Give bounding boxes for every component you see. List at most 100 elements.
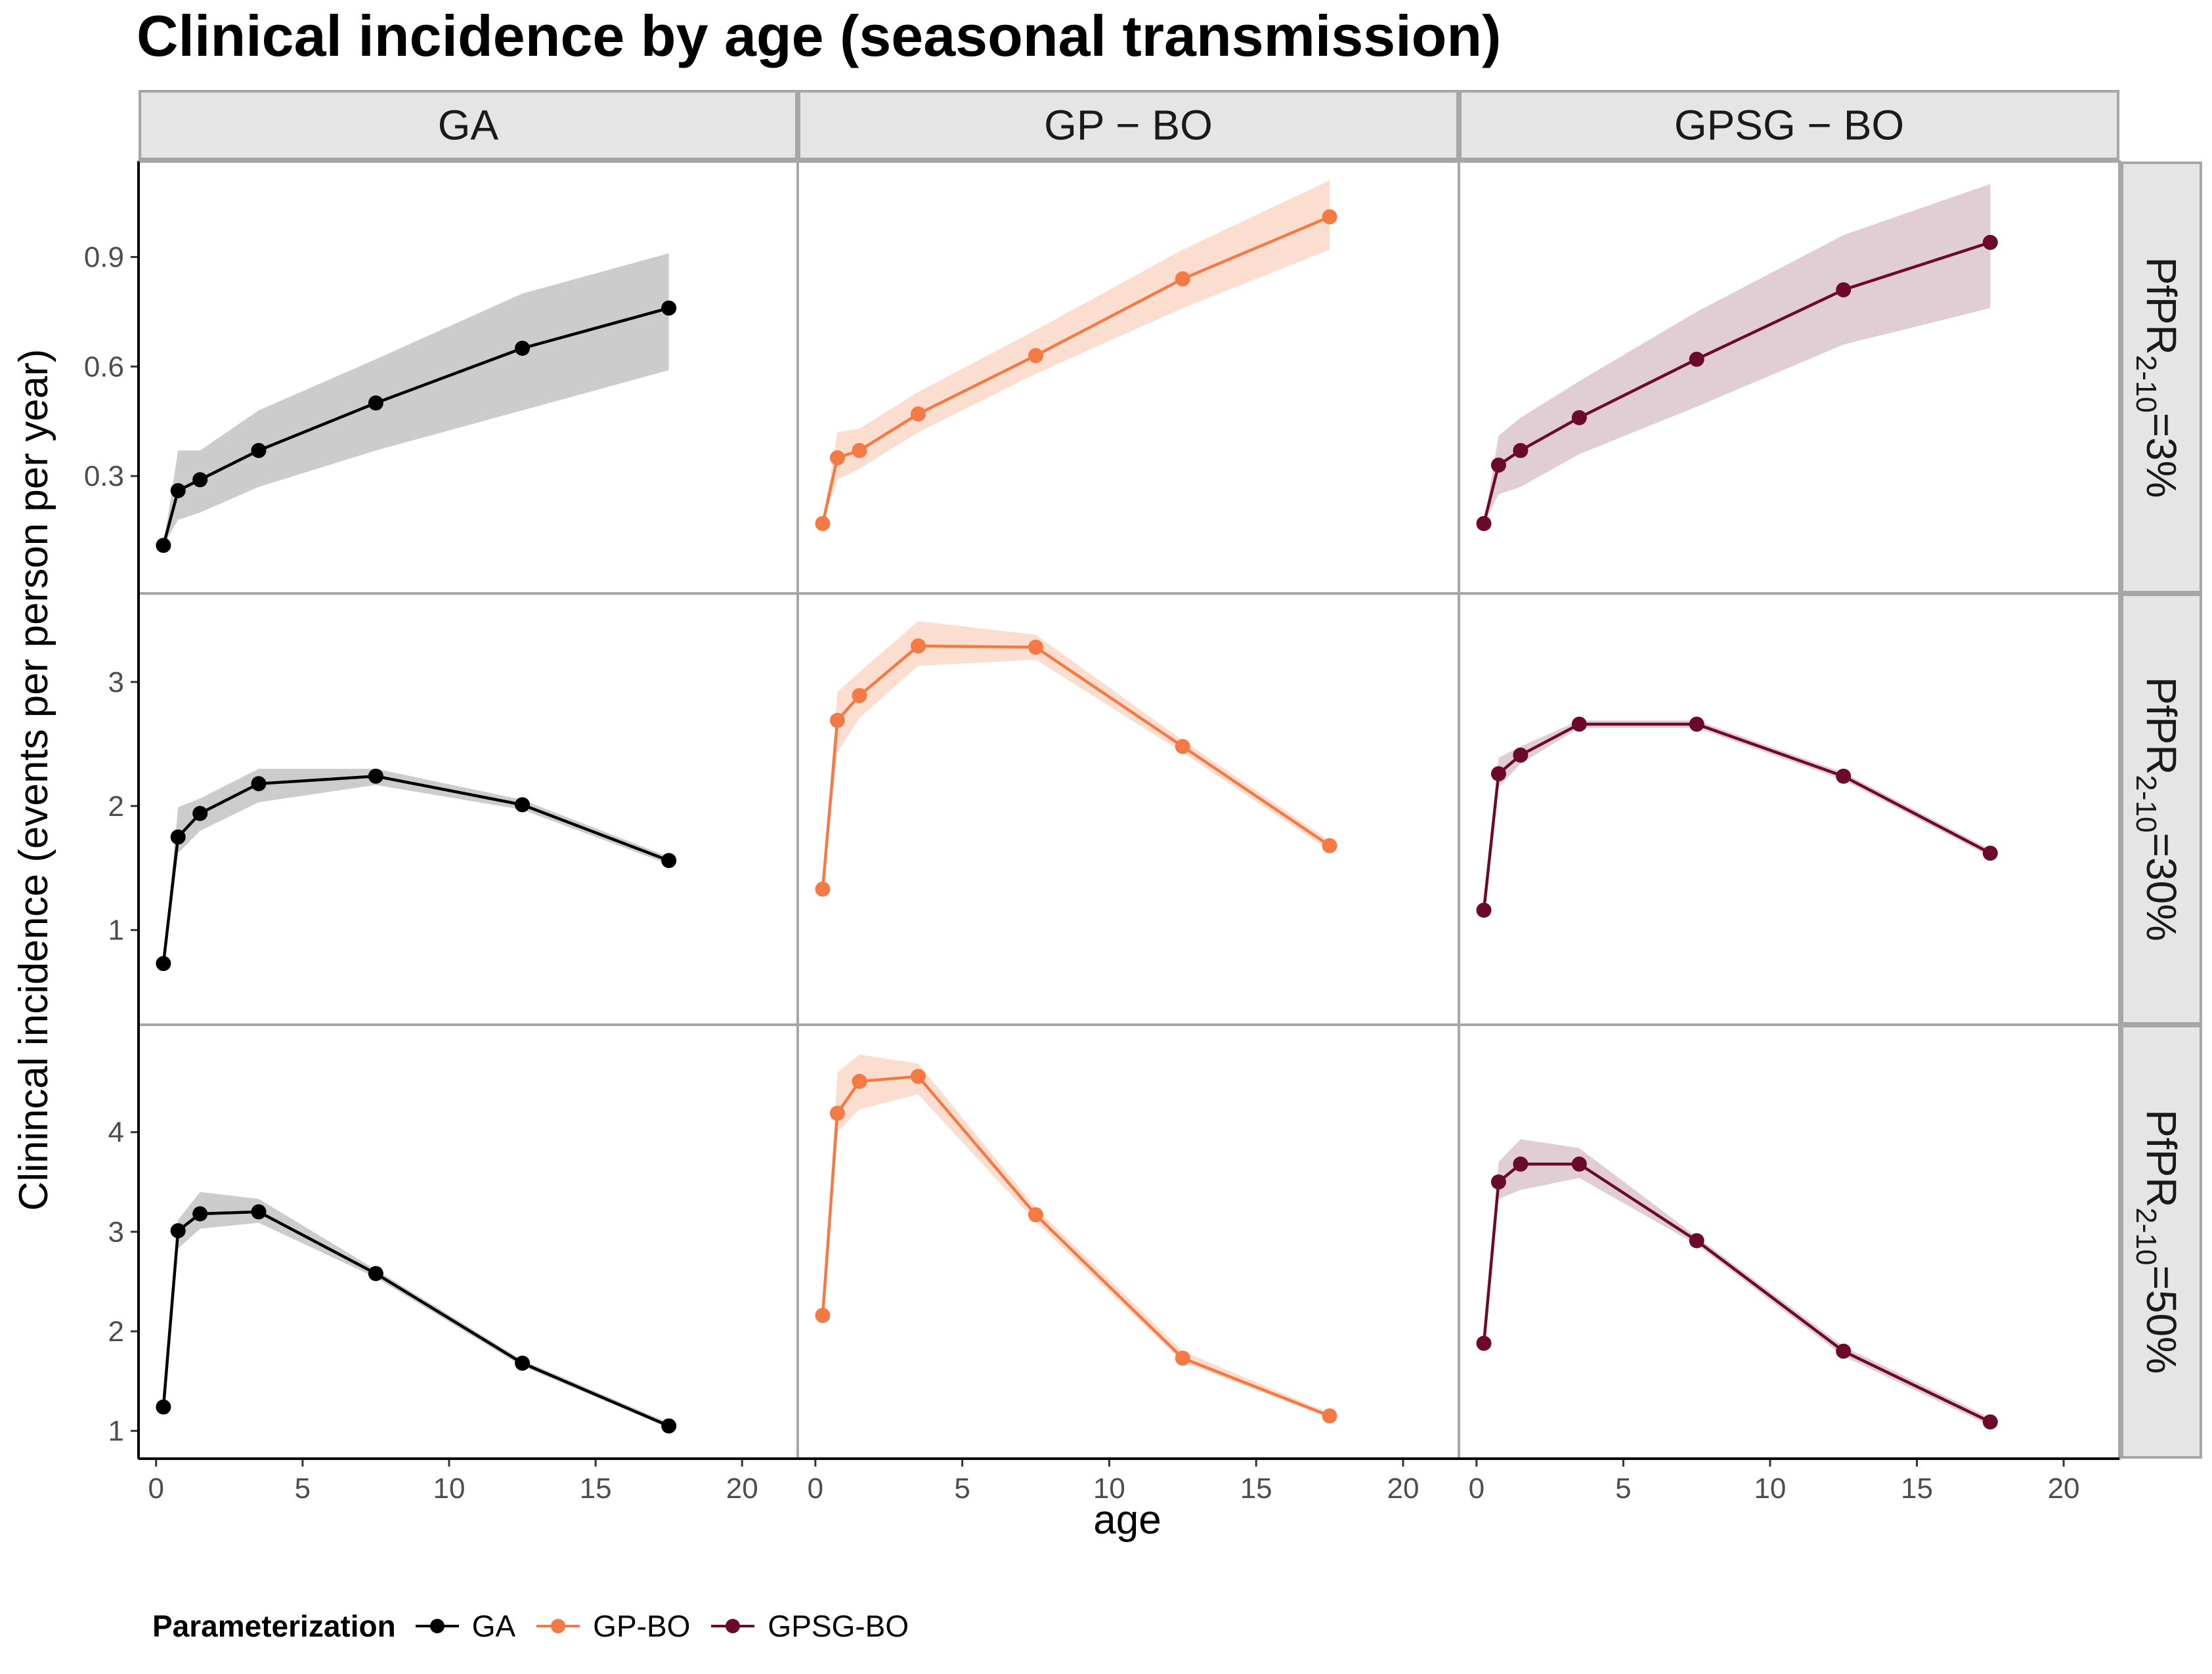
ribbon-gpsg-bo (1484, 184, 1991, 524)
point-ga (170, 483, 186, 498)
point-gp-bo (852, 442, 867, 458)
y-tick-label: 0.9 (84, 241, 124, 273)
point-gpsg-bo (1689, 716, 1704, 732)
panel-2-2 (1458, 1023, 2121, 1460)
point-gpsg-bo (1490, 766, 1506, 782)
point-gpsg-bo (1571, 410, 1587, 425)
legend-label-gp-bo: GP-BO (593, 1609, 691, 1643)
strip-col-label-gp-bo: GP − BO (1044, 102, 1213, 149)
point-gpsg-bo (1571, 716, 1587, 732)
panel-border (796, 160, 1460, 595)
point-ga (156, 1399, 171, 1415)
point-gp-bo (1175, 739, 1190, 754)
point-gp-bo (911, 406, 926, 422)
x-tick-label: 0 (148, 1472, 164, 1505)
panel-2-1 (796, 1023, 1460, 1460)
panels (137, 160, 2121, 1460)
point-gp-bo (1322, 1408, 1337, 1424)
y-axis-label: Clinincal incidence (events per person p… (11, 349, 56, 1211)
y-tick-label: 0.6 (84, 351, 124, 383)
point-gp-bo (815, 516, 831, 531)
point-ga (156, 538, 171, 553)
line-ga (162, 1210, 670, 1428)
x-tick-label: 15 (580, 1472, 612, 1505)
legend-label-gpsg-bo: GPSG-BO (768, 1609, 909, 1643)
panel-border (1458, 160, 2121, 595)
y-tick-label: 3 (108, 1216, 124, 1248)
point-gpsg-bo (1476, 516, 1492, 531)
point-gp-bo (829, 450, 845, 465)
point-ga (192, 1206, 208, 1222)
panel-1-2 (1458, 592, 2121, 1026)
y-tick-label: 1 (108, 1415, 124, 1448)
y-tick-label: 0.3 (84, 460, 124, 492)
panel-2-0 (137, 1023, 799, 1460)
point-gpsg-bo (1476, 1335, 1492, 1351)
row-strips: PfPR2-10=3% PfPR2-10=30% PfPR2-10=50% (2121, 161, 2202, 1459)
point-ga (192, 472, 208, 488)
x-tick-label: 5 (295, 1472, 311, 1505)
point-gpsg-bo (1490, 458, 1506, 473)
point-ga (368, 395, 383, 411)
point-ga (661, 300, 677, 316)
x-tick-label: 10 (433, 1472, 466, 1505)
point-gpsg-bo (1513, 442, 1529, 458)
panel-border (1458, 592, 2121, 1026)
x-tick-label: 10 (1093, 1472, 1125, 1505)
point-gp-bo (1028, 348, 1043, 364)
ribbon-gp-bo (823, 1054, 1330, 1418)
x-tick-label: 20 (2048, 1472, 2080, 1505)
x-tick-label: 15 (1901, 1472, 1933, 1505)
legend-item-ga: GA (414, 1608, 515, 1644)
point-ga (156, 956, 171, 972)
legend-item-gp-bo: GP-BO (535, 1608, 690, 1644)
x-tick-label: 20 (1387, 1472, 1419, 1505)
panel-1-0 (137, 592, 799, 1026)
x-tick-label: 15 (1240, 1472, 1272, 1505)
strip-row-0 (2121, 161, 2202, 593)
point-gp-bo (852, 688, 867, 704)
point-gpsg-bo (1476, 903, 1492, 918)
legend-title: Parameterization (152, 1609, 396, 1643)
point-ga (170, 1223, 186, 1239)
legend-label-ga: GA (471, 1609, 516, 1643)
y-tick-label: 2 (108, 790, 124, 823)
column-strips: GA GP − BO GPSG − BO (139, 90, 2119, 160)
ribbon-ga (163, 769, 669, 964)
point-gpsg-bo (1513, 747, 1529, 763)
point-gpsg-bo (1982, 1414, 1998, 1430)
x-tick-label: 20 (726, 1472, 758, 1505)
ribbon-gpsg-bo (1484, 720, 1991, 911)
legend-key-gp-bo (536, 1619, 580, 1633)
x-tick-label: 10 (1754, 1472, 1786, 1505)
x-tick-label: 5 (954, 1472, 970, 1505)
strip-row-label-0: PfPR2-10=3% (2130, 257, 2185, 498)
point-gpsg-bo (1689, 351, 1704, 367)
legend-key-ga (415, 1619, 459, 1633)
point-gp-bo (911, 1069, 926, 1084)
point-gpsg-bo (1513, 1156, 1529, 1172)
point-gpsg-bo (1982, 234, 1998, 250)
point-ga (368, 768, 383, 784)
strip-col-2 (1459, 90, 2119, 160)
x-tick-label: 5 (1615, 1472, 1631, 1505)
point-ga (251, 442, 267, 458)
point-gp-bo (852, 1073, 867, 1089)
ribbon-ga (163, 1191, 669, 1428)
x-tick-label: 0 (1469, 1472, 1485, 1505)
ribbon-gp-bo (823, 180, 1330, 524)
point-ga (661, 1418, 677, 1434)
point-gp-bo (815, 1308, 831, 1323)
point-gp-bo (829, 712, 845, 728)
y-tick-label: 1 (108, 914, 124, 947)
strip-col-0 (139, 90, 798, 160)
point-ga (251, 776, 267, 792)
chart-title: Clinical incidence by age (seasonal tran… (137, 3, 1502, 68)
point-ga (170, 829, 186, 845)
panel-border (137, 1023, 799, 1460)
legend-key-gpsg-bo (711, 1619, 755, 1633)
point-gp-bo (911, 638, 926, 654)
y-tick-label: 2 (108, 1316, 124, 1348)
point-gp-bo (1028, 639, 1043, 655)
point-gp-bo (829, 1105, 845, 1121)
